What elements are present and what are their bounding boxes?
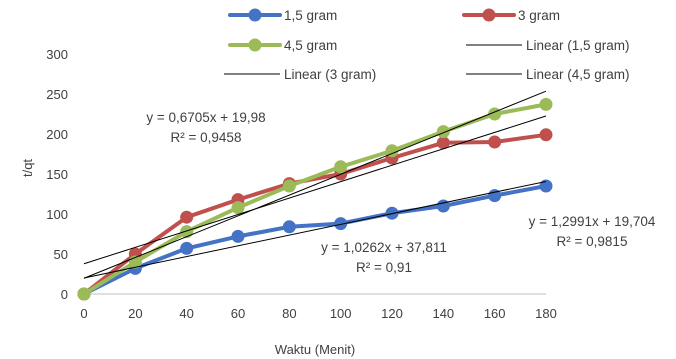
legend-label: 3 gram: [518, 8, 560, 23]
data-point: [334, 160, 348, 174]
x-tick-label: 80: [282, 306, 296, 321]
data-point: [436, 136, 450, 150]
legend-swatch-marker: [248, 38, 262, 52]
x-tick-label: 60: [231, 306, 245, 321]
x-tick-label: 140: [432, 306, 454, 321]
data-point: [385, 144, 399, 158]
trendline-equation: y = 1,0262x + 37,811: [321, 240, 447, 255]
trendline-2: [83, 115, 547, 265]
legend-label: Linear (4,5 gram): [526, 67, 630, 82]
trendline-equation: y = 0,6705x + 19,98: [146, 110, 265, 125]
y-tick-label: 200: [46, 127, 68, 142]
data-point: [539, 179, 553, 193]
series-line-2: [82, 132, 548, 296]
y-tick-label: 50: [54, 247, 68, 262]
legend-swatch-marker: [482, 8, 496, 22]
y-tick-label: 300: [46, 47, 68, 62]
legend-label: Linear (3 gram): [284, 67, 376, 82]
x-axis-title: Waktu (Menit): [275, 342, 355, 357]
data-point: [180, 210, 194, 224]
legend-label: 1,5 gram: [284, 8, 337, 23]
y-tick-label: 150: [46, 167, 68, 182]
trendline-r2: R² = 0,91: [356, 260, 412, 275]
data-point: [539, 128, 553, 142]
series-line-1: [82, 184, 548, 296]
trendline-r2: R² = 0,9815: [557, 234, 628, 249]
x-tick-label: 0: [80, 306, 87, 321]
legend-swatch-marker: [248, 8, 262, 22]
legend-label: Linear (1,5 gram): [526, 38, 630, 53]
trendline-1: [83, 180, 547, 279]
data-point: [539, 97, 553, 111]
data-point: [436, 125, 450, 139]
x-tick-label: 160: [484, 306, 506, 321]
trendline-3: [83, 90, 547, 279]
x-tick-label: 100: [330, 306, 352, 321]
x-tick-label: 120: [381, 306, 403, 321]
data-point: [231, 229, 245, 243]
data-point: [488, 135, 502, 149]
x-tick-label: 20: [128, 306, 142, 321]
y-tick-label: 250: [46, 87, 68, 102]
data-point: [180, 241, 194, 255]
data-point: [436, 199, 450, 213]
x-tick-label: 180: [535, 306, 557, 321]
x-tick-label: 40: [179, 306, 193, 321]
data-point: [282, 220, 296, 234]
y-axis-title: t/qt: [20, 159, 35, 177]
data-point: [231, 201, 245, 215]
data-point: [282, 179, 296, 193]
data-point: [77, 287, 91, 301]
y-tick-label: 0: [61, 287, 68, 302]
data-point: [334, 217, 348, 231]
trendline-equation: y = 1,2991x + 19,704: [529, 214, 656, 229]
y-tick-label: 100: [46, 207, 68, 222]
data-point: [488, 189, 502, 203]
legend-label: 4,5 gram: [284, 38, 337, 53]
trendline-r2: R² = 0,9458: [171, 130, 242, 145]
